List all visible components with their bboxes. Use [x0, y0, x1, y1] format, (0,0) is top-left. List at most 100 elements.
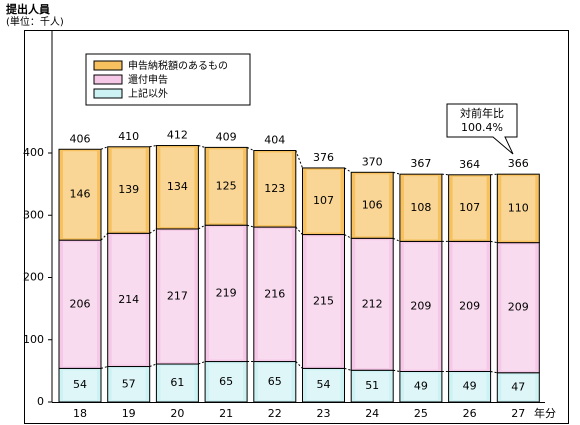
- bar-highlight: [306, 236, 341, 367]
- series-connector-line: [100, 232, 109, 241]
- total-value-label: 404: [264, 134, 285, 147]
- bar-segment: [399, 370, 443, 403]
- bar-segment: [155, 228, 199, 365]
- legend-label: 申告納税額のあるもの: [128, 59, 228, 72]
- annotation-line1: 対前年比: [460, 106, 504, 120]
- x-tick-label: 22: [268, 407, 282, 420]
- y-tick-label: 200: [23, 271, 44, 284]
- x-tick-label: 19: [122, 407, 136, 420]
- x-tick-label: 23: [317, 407, 331, 420]
- segment-value-label: 47: [511, 380, 525, 393]
- series-connector-line: [295, 150, 303, 169]
- bar-highlight: [111, 148, 146, 232]
- series-connector-line: [392, 237, 401, 242]
- series-connector-line: [198, 145, 206, 148]
- bar-segment: [58, 239, 102, 369]
- series-connector-line: [100, 146, 108, 150]
- segment-value-label: 61: [170, 376, 184, 389]
- series-connector-line: [490, 173, 498, 176]
- bar-segment: [399, 173, 443, 242]
- bar-highlight: [355, 372, 390, 400]
- segment-value-label: 49: [463, 380, 477, 393]
- bar-highlight: [452, 243, 487, 370]
- y-axis-unit: (単位：千人): [6, 15, 64, 28]
- total-value-label: 409: [216, 130, 237, 143]
- bar-segment: [350, 237, 394, 371]
- bar-segment: [204, 146, 248, 226]
- series-connector-line: [441, 173, 449, 176]
- annotation-line2: 100.4%: [461, 121, 503, 134]
- series-connector-line: [490, 371, 498, 374]
- bar-segment: [302, 367, 345, 403]
- segment-value-label: 49: [414, 380, 428, 393]
- bar-segment: [350, 171, 394, 239]
- segment-value-label: 212: [362, 297, 383, 310]
- segment-value-label: 219: [216, 286, 237, 299]
- segment-value-label: 134: [167, 180, 188, 193]
- bar-highlight: [257, 152, 292, 226]
- bar-segment: [399, 240, 443, 372]
- bar-highlight: [63, 151, 97, 239]
- segment-value-label: 110: [508, 201, 529, 214]
- total-value-label: 370: [362, 155, 383, 168]
- series-connector-line: [393, 171, 401, 175]
- bar-segment: [107, 366, 151, 403]
- bar-highlight: [209, 363, 244, 400]
- bar-segment: [58, 148, 102, 241]
- x-tick-label: 21: [219, 407, 233, 420]
- segment-value-label: 215: [313, 294, 334, 307]
- segment-value-label: 54: [73, 378, 87, 391]
- segment-value-label: 54: [317, 378, 331, 391]
- bar-segment: [204, 361, 248, 403]
- segment-value-label: 209: [410, 299, 431, 312]
- bar-highlight: [111, 368, 146, 400]
- bar-highlight: [306, 370, 341, 400]
- series-connector-line: [393, 369, 400, 372]
- bar-highlight: [306, 169, 341, 233]
- bar-highlight: [160, 366, 195, 400]
- x-tick-label: 18: [73, 407, 87, 420]
- bar-segment: [448, 240, 492, 372]
- total-value-label: 367: [410, 157, 431, 170]
- bar-highlight: [257, 363, 292, 400]
- legend-swatch: [93, 74, 123, 85]
- segment-value-label: 57: [122, 377, 136, 390]
- segment-value-label: 65: [219, 375, 233, 388]
- x-tick-label: 25: [414, 407, 428, 420]
- bar-highlight: [501, 244, 536, 371]
- series-connector-line: [100, 366, 108, 369]
- annotation-callout: [446, 103, 518, 155]
- bar-highlight: [355, 174, 390, 237]
- segment-value-label: 206: [70, 297, 91, 310]
- series-connector-line: [149, 228, 157, 234]
- bar-segment: [350, 369, 394, 403]
- bar-highlight: [160, 147, 195, 227]
- segment-value-label: 217: [167, 289, 188, 302]
- series-connector-line: [344, 167, 352, 173]
- chart-frame: [24, 30, 569, 424]
- bar-highlight: [403, 176, 438, 240]
- bar-highlight: [501, 176, 536, 241]
- series-connector-line: [246, 224, 254, 228]
- y-tick-label: 0: [37, 395, 44, 408]
- series-connector-line: [198, 361, 206, 365]
- bar-segment: [496, 242, 540, 374]
- y-tick-label: 100: [23, 333, 44, 346]
- segment-value-label: 209: [459, 299, 480, 312]
- x-tick-label: 27: [511, 407, 525, 420]
- y-tick-label: 400: [23, 146, 44, 159]
- bar-segment: [107, 232, 151, 368]
- bar-highlight: [209, 149, 244, 224]
- total-value-label: 376: [313, 151, 334, 164]
- bar-highlight: [501, 374, 536, 400]
- series-connector-line: [490, 240, 498, 244]
- total-value-label: 410: [118, 130, 139, 143]
- bar-segment: [448, 370, 492, 403]
- segment-value-label: 123: [264, 182, 285, 195]
- x-tick-label: 26: [463, 407, 477, 420]
- x-axis-title: 年分: [534, 406, 556, 420]
- series-connector-line: [295, 361, 303, 369]
- segment-value-label: 209: [508, 301, 529, 314]
- segment-value-label: 107: [459, 201, 480, 214]
